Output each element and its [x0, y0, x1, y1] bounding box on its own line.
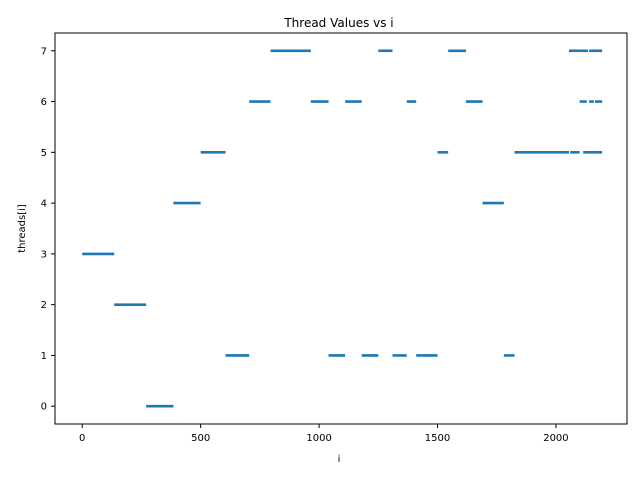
x-tick-label: 0	[79, 433, 85, 444]
x-tick-label: 1500	[425, 433, 450, 444]
x-axis-label: i	[338, 454, 341, 465]
y-tick-label: 7	[41, 46, 47, 57]
y-tick-label: 3	[41, 249, 47, 260]
y-tick-label: 6	[41, 97, 47, 108]
y-axis-label: threads[i]	[17, 204, 28, 253]
data-marks	[82, 49, 603, 408]
plot-frame	[54, 32, 628, 425]
y-axis-ticks: 0 1 2 3 4 5 6 7	[41, 46, 55, 413]
y-tick-label: 5	[41, 148, 47, 159]
y-tick-label: 2	[41, 300, 47, 311]
chart-title: Thread Values vs i	[283, 16, 393, 30]
x-tick-label: 1000	[306, 433, 331, 444]
x-tick-label: 2000	[543, 433, 568, 444]
x-axis-ticks: 0 500 1000 1500 2000	[79, 424, 569, 444]
y-tick-label: 4	[41, 199, 47, 210]
x-tick-label: 500	[191, 433, 210, 444]
y-tick-label: 1	[41, 351, 47, 362]
y-tick-label: 0	[41, 402, 47, 413]
